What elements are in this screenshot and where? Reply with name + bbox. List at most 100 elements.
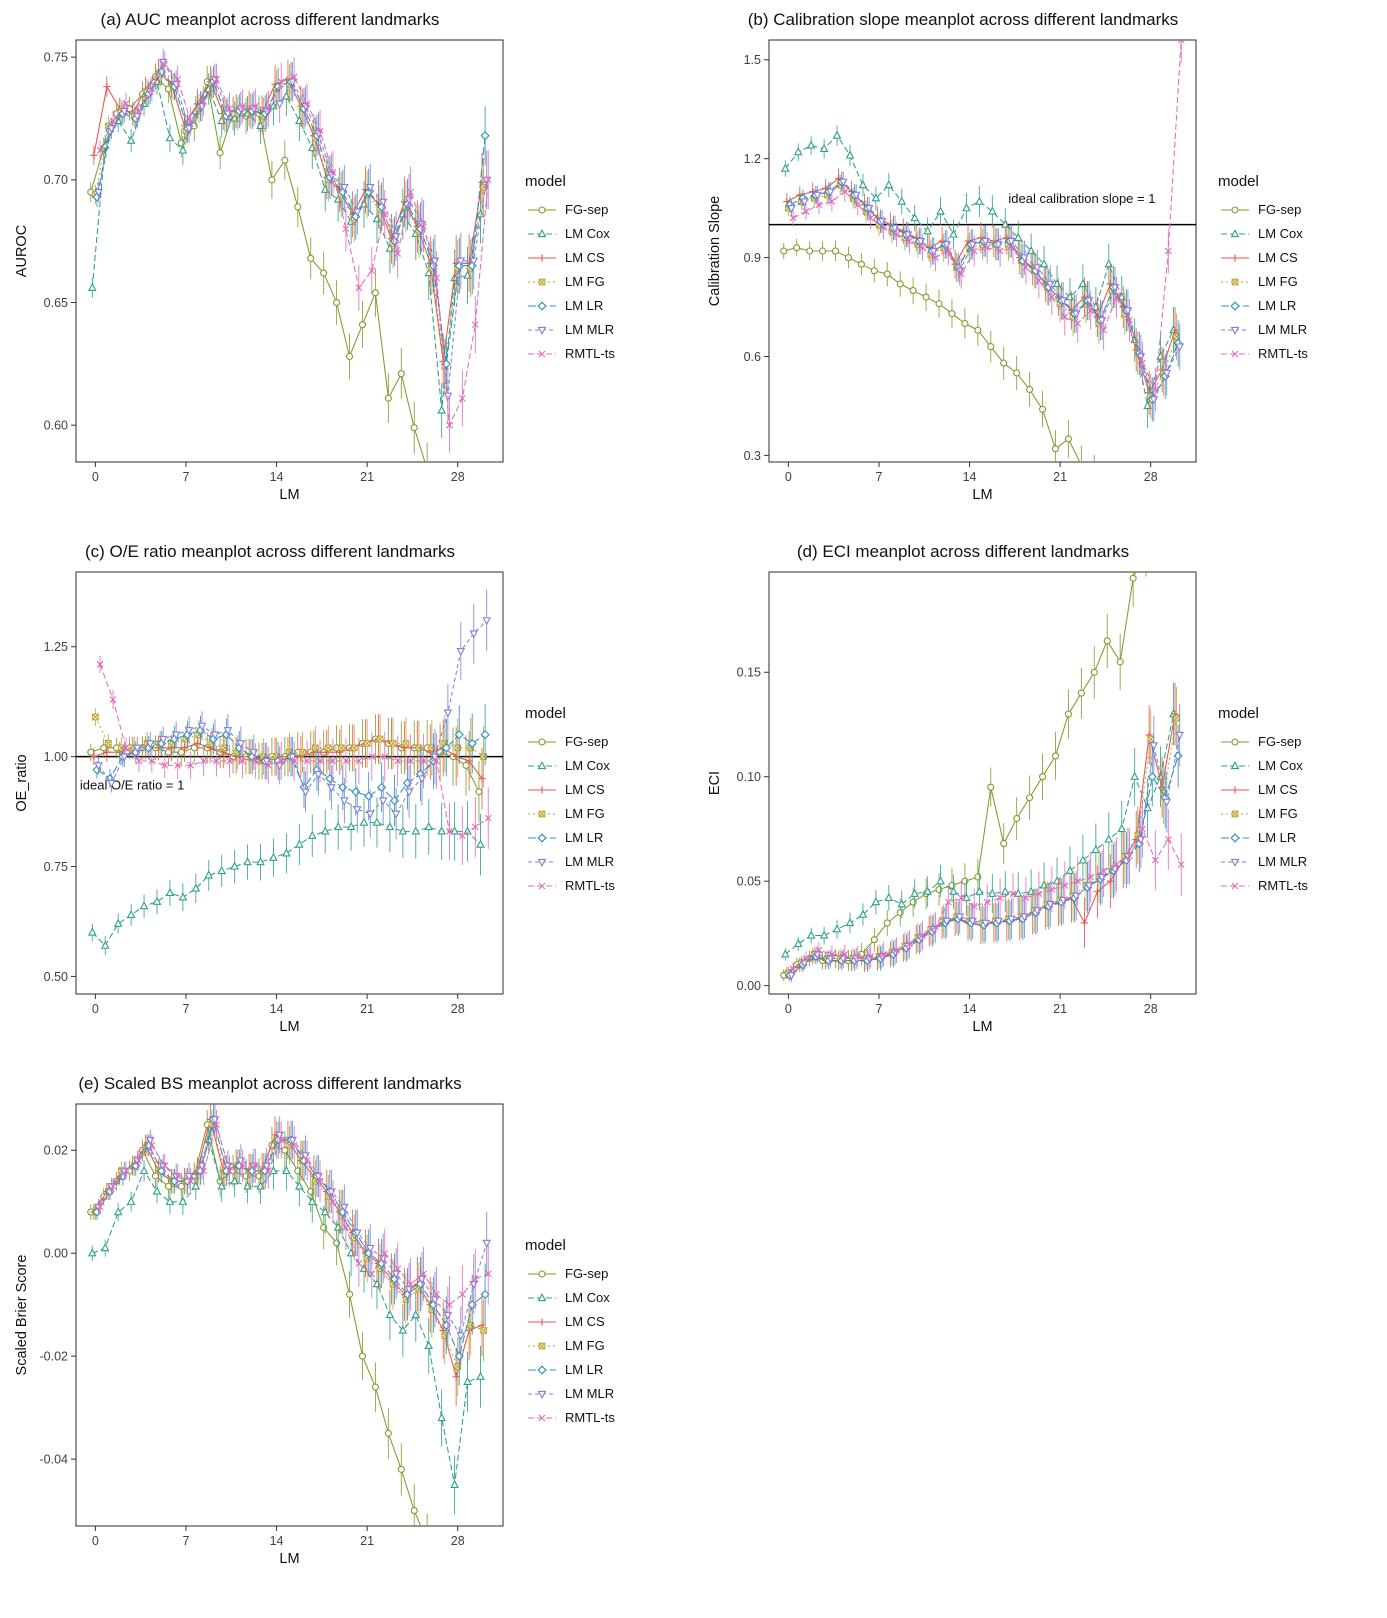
legend-label: LM FG	[1258, 806, 1298, 821]
svg-text:0.50: 0.50	[44, 970, 68, 984]
legend-key-icon	[528, 1390, 556, 1399]
legend-item-lm-fg: LM FG	[1218, 802, 1308, 826]
legend-item-lm-cox: LM Cox	[525, 1286, 615, 1310]
panel-d: (d) ECI meanplot across different landma…	[693, 532, 1387, 1064]
legend-item-lm-mlr: LM MLR	[525, 1382, 615, 1406]
legend-key-icon	[528, 205, 556, 214]
svg-text:0.05: 0.05	[737, 875, 761, 889]
svg-text:OE_ratio: OE_ratio	[14, 754, 30, 811]
panel-c-title: (c) O/E ratio meanplot across different …	[84, 542, 456, 561]
svg-text:7: 7	[876, 470, 883, 484]
svg-text:21: 21	[360, 1534, 374, 1548]
legend-label: LM Cox	[565, 226, 610, 241]
legend-label: RMTL-ts	[565, 346, 615, 361]
legend-item-fg-sep: FG-sep	[525, 730, 615, 754]
legend-key-icon	[528, 228, 556, 237]
legend-item-lm-mlr: LM MLR	[1218, 318, 1308, 342]
legend-model-c: model FG-sep LM Cox LM CS LM FG LM LR LM MLR RM…	[525, 705, 615, 898]
legend-key-icon	[528, 858, 556, 867]
panel-a: (a) AUC meanplot across different landma…	[0, 0, 693, 532]
legend-label: LM Cox	[565, 758, 610, 773]
legend-key-icon	[528, 810, 556, 817]
legend-key-icon	[528, 737, 556, 746]
legend-key-icon	[528, 350, 556, 357]
legend-key-icon	[528, 832, 556, 843]
legend-label: LM MLR	[565, 854, 615, 869]
svg-text:0.15: 0.15	[737, 666, 761, 680]
svg-text:0: 0	[785, 470, 792, 484]
legend-key-icon	[528, 1269, 556, 1278]
svg-text:14: 14	[270, 1002, 284, 1016]
legend-key-icon	[1221, 326, 1249, 335]
legend-label: LM Cox	[1258, 226, 1303, 241]
chart-eci: 0 7 14 21 28 0.00 0.05 0.10 0.15 LM ECI	[707, 571, 1197, 1035]
svg-text:ideal O/E ratio = 1: ideal O/E ratio = 1	[80, 778, 184, 793]
svg-text:0.00: 0.00	[737, 979, 761, 993]
svg-text:28: 28	[451, 470, 465, 484]
legend-model-a: model FG-sep LM Cox LM CS LM FG LM LR LM MLR RM…	[525, 173, 615, 366]
svg-text:0: 0	[92, 1002, 99, 1016]
legend-title: model	[525, 704, 566, 722]
legend-key-icon	[528, 300, 556, 311]
legend-model-e: model FG-sep LM Cox LM CS LM FG LM LR LM MLR RM…	[525, 1237, 615, 1430]
legend-key-icon	[528, 1414, 556, 1421]
svg-text:0.10: 0.10	[737, 770, 761, 784]
legend-label: LM MLR	[565, 322, 615, 337]
legend-key-icon	[528, 1317, 556, 1326]
legend-label: LM FG	[565, 806, 605, 821]
legend-item-rmtl-ts: RMTL-ts	[525, 342, 615, 366]
legend-item-lm-cox: LM Cox	[1218, 754, 1308, 778]
svg-text:Scaled Brier Score: Scaled Brier Score	[14, 1255, 30, 1376]
legend-item-lm-lr: LM LR	[525, 294, 615, 318]
legend-label: LM CS	[1258, 250, 1298, 265]
legend-title: model	[1218, 172, 1259, 190]
svg-text:0: 0	[92, 470, 99, 484]
legend-label: LM FG	[565, 1338, 605, 1353]
svg-text:AUROC: AUROC	[14, 225, 30, 277]
legend-label: LM LR	[1258, 298, 1297, 313]
svg-text:0.02: 0.02	[44, 1144, 68, 1158]
legend-item-lm-fg: LM FG	[1218, 270, 1308, 294]
svg-text:LM: LM	[972, 487, 992, 503]
legend-label: RMTL-ts	[1258, 878, 1308, 893]
legend-label: LM MLR	[1258, 322, 1308, 337]
legend-item-lm-fg: LM FG	[525, 1334, 615, 1358]
svg-text:LM: LM	[279, 1551, 299, 1567]
legend-label: FG-sep	[1258, 202, 1302, 217]
svg-text:28: 28	[451, 1534, 465, 1548]
legend-label: RMTL-ts	[565, 878, 615, 893]
legend-item-lm-lr: LM LR	[1218, 826, 1308, 850]
svg-text:LM: LM	[972, 1019, 992, 1035]
svg-text:ideal calibration slope = 1: ideal calibration slope = 1	[1008, 191, 1155, 206]
svg-text:1.2: 1.2	[744, 152, 761, 166]
legend-key-icon	[528, 1364, 556, 1375]
legend-key-icon	[528, 760, 556, 769]
legend-title: model	[1218, 704, 1259, 722]
svg-text:Calibration Slope: Calibration Slope	[707, 196, 723, 306]
svg-text:1.00: 1.00	[44, 750, 68, 764]
svg-text:0.00: 0.00	[44, 1247, 68, 1261]
svg-text:7: 7	[183, 1002, 190, 1016]
empty-cell	[693, 1064, 1387, 1612]
legend-label: LM FG	[565, 274, 605, 289]
legend-label: LM LR	[1258, 830, 1297, 845]
svg-text:1.5: 1.5	[744, 53, 761, 67]
svg-text:14: 14	[270, 470, 284, 484]
panel-b-title: (b) Calibration slope meanplot across di…	[747, 10, 1179, 29]
svg-text:28: 28	[1144, 470, 1158, 484]
panel-b: (b) Calibration slope meanplot across di…	[693, 0, 1387, 532]
svg-text:7: 7	[876, 1002, 883, 1016]
legend-label: FG-sep	[565, 1266, 609, 1281]
svg-text:0.6: 0.6	[744, 350, 761, 364]
legend-item-fg-sep: FG-sep	[525, 198, 615, 222]
legend-label: LM MLR	[565, 1386, 615, 1401]
svg-text:0.75: 0.75	[44, 51, 68, 65]
panel-c: (c) O/E ratio meanplot across different …	[0, 532, 693, 1064]
legend-key-icon	[1221, 253, 1249, 262]
legend-label: LM LR	[565, 298, 604, 313]
legend-item-lm-cs: LM CS	[525, 1310, 615, 1334]
legend-label: LM CS	[565, 250, 605, 265]
svg-text:0.9: 0.9	[744, 251, 761, 265]
panel-e: (e) Scaled BS meanplot across different …	[0, 1064, 693, 1612]
